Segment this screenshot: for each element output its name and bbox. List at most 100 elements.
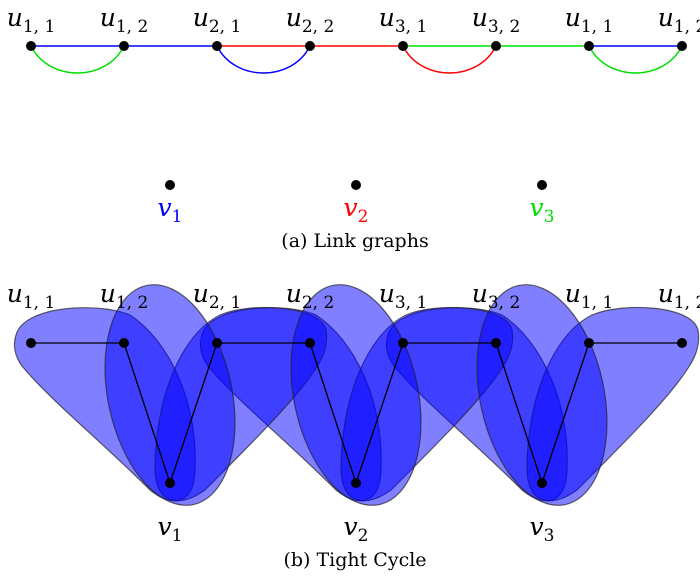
cycle-label-u-1-base: u <box>100 279 116 308</box>
link-label-u-4: u3, 1 <box>379 3 428 37</box>
link-label-v-0: v1 <box>158 193 183 227</box>
cycle-edge-2 <box>169 342 218 484</box>
link-label-u-7: u1, 2 <box>658 3 700 37</box>
link-vertex-u-4 <box>398 41 408 51</box>
cycle-label-u-0-base: u <box>7 279 23 308</box>
link-label-u-4-base: u <box>379 3 395 32</box>
link-label-u-6: u1, 1 <box>565 3 614 37</box>
link-graph-u-vertices <box>26 41 687 51</box>
hyperedge-center-1 <box>104 284 236 506</box>
link-label-u-5-base: u <box>472 3 488 32</box>
link-label-u-3-base: u <box>286 3 302 32</box>
cycle-label-u-0: u1, 1 <box>7 279 56 313</box>
tight-cycle-edges <box>31 342 682 484</box>
cycle-label-u-4-sub: 3, 1 <box>395 293 427 313</box>
link-vertex-u-1 <box>119 41 129 51</box>
cycle-label-u-4: u3, 1 <box>379 279 428 313</box>
link-label-v-0-sub: 1 <box>172 207 183 227</box>
link-label-u-0: u1, 1 <box>7 3 56 37</box>
cycle-vertex-u-4 <box>398 338 408 348</box>
link-label-u-5: u3, 2 <box>472 3 521 37</box>
cycle-edge-8 <box>541 342 590 484</box>
tight-cycle-v-labels: v1 v2 v3 <box>158 512 555 546</box>
cycle-edge-7 <box>495 342 543 484</box>
link-arc-2 <box>402 45 497 74</box>
cycle-edge-1 <box>123 342 171 484</box>
link-graph-v-labels: v1 v2 v3 <box>158 193 555 227</box>
link-graphs-caption: (a) Link graphs <box>281 230 428 252</box>
link-label-u-2-sub: 2, 1 <box>209 17 241 37</box>
link-vertex-v-2 <box>537 180 547 190</box>
cycle-vertex-v-2 <box>537 478 547 488</box>
cycle-label-u-0-sub: 1, 1 <box>23 293 55 313</box>
link-arc-3 <box>588 45 683 74</box>
link-label-u-6-sub: 1, 1 <box>581 17 613 37</box>
link-vertex-u-6 <box>584 41 594 51</box>
cycle-vertex-u-0 <box>26 338 36 348</box>
link-vertex-v-1 <box>351 180 361 190</box>
link-label-u-7-sub: 1, 2 <box>674 17 700 37</box>
tight-cycle-caption: (b) Tight Cycle <box>283 549 426 571</box>
link-label-u-1-sub: 1, 2 <box>116 17 148 37</box>
link-label-u-3-sub: 2, 2 <box>302 17 334 37</box>
cycle-label-u-2: u2, 1 <box>193 279 242 313</box>
link-graph-u-labels: u1, 1u1, 2u2, 1u2, 2u3, 1u3, 2u1, 1u1, 2 <box>7 3 700 37</box>
tight-cycle-v-vertices <box>165 478 547 488</box>
link-label-u-7-base: u <box>658 3 674 32</box>
cycle-label-v-1: v2 <box>344 512 369 546</box>
link-vertex-v-0 <box>165 180 175 190</box>
cycle-label-u-3: u2, 2 <box>286 279 335 313</box>
link-label-u-1-base: u <box>100 3 116 32</box>
link-vertex-u-0 <box>26 41 36 51</box>
link-label-u-0-sub: 1, 1 <box>23 17 55 37</box>
cycle-label-v-0-base: v <box>158 512 172 541</box>
link-label-u-2-base: u <box>193 3 209 32</box>
hyperedge-center-2 <box>290 284 422 506</box>
link-label-u-4-sub: 3, 1 <box>395 17 427 37</box>
link-label-v-2-base: v <box>530 193 544 222</box>
cycle-label-u-7-base: u <box>658 279 674 308</box>
cycle-label-u-6: u1, 1 <box>565 279 614 313</box>
link-label-v-2-sub: 3 <box>544 207 555 227</box>
cycle-vertex-v-0 <box>165 478 175 488</box>
link-label-u-1: u1, 2 <box>100 3 149 37</box>
cycle-label-u-2-sub: 2, 1 <box>209 293 241 313</box>
link-label-v-1-sub: 2 <box>358 207 369 227</box>
cycle-label-u-7: u1, 2 <box>658 279 700 313</box>
link-arc-1 <box>216 45 311 74</box>
cycle-label-u-3-sub: 2, 2 <box>302 293 334 313</box>
cycle-label-u-5: u3, 2 <box>472 279 521 313</box>
link-label-v-0-base: v <box>158 193 172 222</box>
link-label-u-6-base: u <box>565 3 581 32</box>
cycle-label-v-0-sub: 1 <box>172 526 183 546</box>
cycle-edge-4 <box>309 342 357 484</box>
link-label-v-1: v2 <box>344 193 369 227</box>
cycle-vertex-v-1 <box>351 478 361 488</box>
link-label-u-5-sub: 3, 2 <box>488 17 520 37</box>
link-graphs-panel: u1, 1u1, 2u2, 1u2, 2u3, 1u3, 2u1, 1u1, 2… <box>7 3 700 252</box>
link-graph-edges <box>30 45 683 74</box>
link-label-v-1-base: v <box>344 193 358 222</box>
link-label-v-2: v3 <box>530 193 555 227</box>
cycle-label-v-2-base: v <box>530 512 544 541</box>
cycle-label-u-4-base: u <box>379 279 395 308</box>
cycle-vertex-u-2 <box>212 338 222 348</box>
link-vertex-u-7 <box>677 41 687 51</box>
tight-cycle-u-vertices <box>26 338 687 348</box>
hyperedge-center-3 <box>476 284 608 506</box>
tight-cycle-u-labels: u1, 1u1, 2u2, 1u2, 2u3, 1u3, 2u1, 1u1, 2 <box>7 279 700 313</box>
link-vertex-u-3 <box>305 41 315 51</box>
link-label-u-0-base: u <box>7 3 23 32</box>
cycle-vertex-u-1 <box>119 338 129 348</box>
cycle-vertex-u-7 <box>677 338 687 348</box>
link-vertex-u-5 <box>491 41 501 51</box>
cycle-label-v-2: v3 <box>530 512 555 546</box>
tight-cycle-panel: u1, 1u1, 2u2, 1u2, 2u3, 1u3, 2u1, 1u1, 2… <box>7 279 700 571</box>
cycle-label-u-6-sub: 1, 1 <box>581 293 613 313</box>
tight-cycle-hyperedges <box>13 284 700 506</box>
cycle-label-u-1-sub: 1, 2 <box>116 293 148 313</box>
link-vertex-u-2 <box>212 41 222 51</box>
cycle-label-u-1: u1, 2 <box>100 279 149 313</box>
link-label-u-2: u2, 1 <box>193 3 242 37</box>
